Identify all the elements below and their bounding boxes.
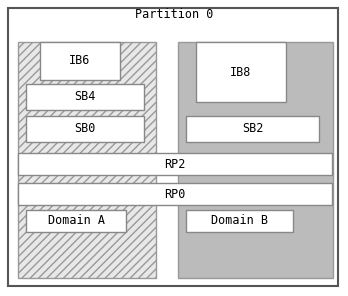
Text: Domain A: Domain A xyxy=(47,215,104,228)
Text: RP0: RP0 xyxy=(164,187,186,200)
Text: IB6: IB6 xyxy=(69,54,91,67)
Bar xyxy=(26,84,144,110)
Text: Partition 0: Partition 0 xyxy=(135,7,213,20)
Bar xyxy=(26,210,126,232)
Bar xyxy=(40,42,120,80)
Bar xyxy=(186,210,293,232)
Text: Domain B: Domain B xyxy=(211,215,268,228)
Bar xyxy=(18,153,332,175)
Text: SB4: SB4 xyxy=(74,91,96,104)
Bar xyxy=(18,183,332,205)
Bar xyxy=(196,42,286,102)
Text: RP2: RP2 xyxy=(164,157,186,170)
Bar xyxy=(18,42,156,278)
Text: SB0: SB0 xyxy=(74,123,96,136)
Text: IB8: IB8 xyxy=(230,65,252,78)
Bar xyxy=(26,116,144,142)
Bar xyxy=(178,42,333,278)
Bar xyxy=(186,116,319,142)
Text: SB2: SB2 xyxy=(242,123,263,136)
